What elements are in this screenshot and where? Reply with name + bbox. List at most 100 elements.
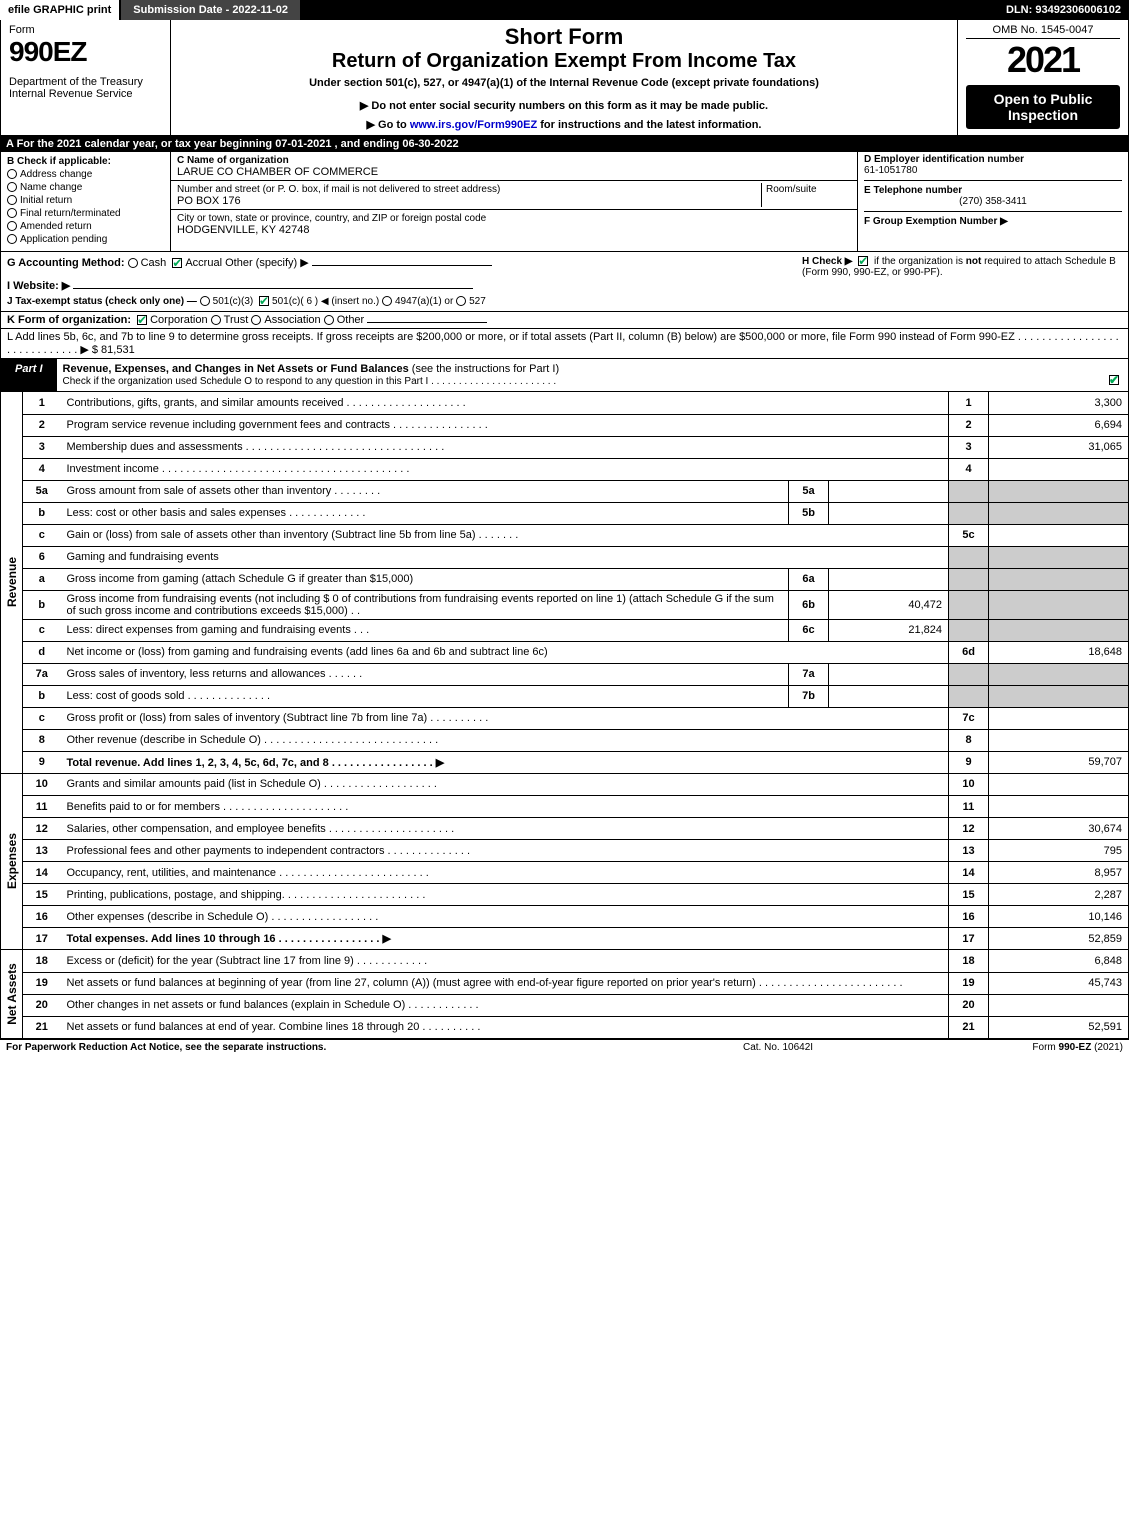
chk-address-change[interactable]: Address change bbox=[7, 169, 164, 180]
info-row: B Check if applicable: Address change Na… bbox=[0, 152, 1129, 252]
form-label: Form bbox=[9, 24, 162, 36]
chk-trust[interactable] bbox=[211, 315, 221, 325]
c-label: C Name of organization bbox=[177, 155, 289, 166]
ein: 61-1051780 bbox=[864, 165, 1122, 176]
paperwork-notice: For Paperwork Reduction Act Notice, see … bbox=[6, 1042, 743, 1053]
i-label: I Website: ▶ bbox=[7, 280, 70, 292]
line-6d: dNet income or (loss) from gaming and fu… bbox=[23, 641, 1129, 663]
line-13: 13Professional fees and other payments t… bbox=[23, 840, 1129, 862]
chk-accrual[interactable] bbox=[172, 258, 182, 268]
chk-cash[interactable] bbox=[128, 258, 138, 268]
chk-final-return[interactable]: Final return/terminated bbox=[7, 208, 164, 219]
g-label: G Accounting Method: bbox=[7, 257, 125, 269]
chk-schedule-o[interactable] bbox=[1109, 375, 1119, 385]
line-18: 18Excess or (deficit) for the year (Subt… bbox=[23, 950, 1129, 972]
irs-link[interactable]: www.irs.gov/Form990EZ bbox=[410, 119, 537, 131]
line-3: 3Membership dues and assessments . . . .… bbox=[23, 436, 1129, 458]
box-c: C Name of organization LARUE CO CHAMBER … bbox=[171, 152, 858, 251]
efile-print[interactable]: efile GRAPHIC print bbox=[0, 0, 119, 20]
line-7b: bLess: cost of goods sold . . . . . . . … bbox=[23, 685, 1129, 707]
box-de: D Employer identification number 61-1051… bbox=[858, 152, 1128, 251]
open-inspection: Open to Public Inspection bbox=[966, 85, 1120, 129]
d-label: D Employer identification number bbox=[864, 154, 1122, 165]
line-21: 21Net assets or fund balances at end of … bbox=[23, 1016, 1129, 1038]
topbar: efile GRAPHIC print Submission Date - 20… bbox=[0, 0, 1129, 20]
chk-h[interactable] bbox=[858, 256, 868, 266]
line-10: 10Grants and similar amounts paid (list … bbox=[23, 774, 1129, 796]
e-label: E Telephone number bbox=[864, 185, 1122, 196]
short-form-title: Short Form bbox=[179, 24, 949, 50]
chk-application-pending[interactable]: Application pending bbox=[7, 234, 164, 245]
netassets-table: 18Excess or (deficit) for the year (Subt… bbox=[22, 950, 1129, 1039]
netassets-vlabel: Net Assets bbox=[0, 950, 22, 1039]
subtitle: Under section 501(c), 527, or 4947(a)(1)… bbox=[179, 77, 949, 89]
expenses-table: 10Grants and similar amounts paid (list … bbox=[22, 774, 1129, 951]
url-note: ▶ Go to www.irs.gov/Form990EZ for instru… bbox=[179, 118, 949, 131]
header-right: OMB No. 1545-0047 2021 Open to Public In… bbox=[958, 20, 1128, 135]
ssn-note: ▶ Do not enter social security numbers o… bbox=[179, 99, 949, 112]
dln: DLN: 93492306006102 bbox=[998, 0, 1129, 20]
form-number: 990EZ bbox=[9, 36, 162, 68]
org-name: LARUE CO CHAMBER OF COMMERCE bbox=[177, 166, 378, 178]
line-6c: cLess: direct expenses from gaming and f… bbox=[23, 619, 1129, 641]
line-5b: bLess: cost or other basis and sales exp… bbox=[23, 502, 1129, 524]
city-label: City or town, state or province, country… bbox=[177, 213, 486, 224]
omb-number: OMB No. 1545-0047 bbox=[966, 24, 1120, 39]
line-6b: bGross income from fundraising events (n… bbox=[23, 590, 1129, 619]
line-9: 9Total revenue. Add lines 1, 2, 3, 4, 5c… bbox=[23, 751, 1129, 773]
row-k: K Form of organization: Corporation Trus… bbox=[0, 312, 1129, 329]
row-ghi: G Accounting Method: Cash Accrual Other … bbox=[0, 252, 1129, 312]
chk-association[interactable] bbox=[251, 315, 261, 325]
line-16: 16Other expenses (describe in Schedule O… bbox=[23, 906, 1129, 928]
city: HODGENVILLE, KY 42748 bbox=[177, 224, 309, 236]
header-left: Form 990EZ Department of the Treasury In… bbox=[1, 20, 171, 135]
chk-corporation[interactable] bbox=[137, 315, 147, 325]
line-2: 2Program service revenue including gover… bbox=[23, 414, 1129, 436]
line-7c: cGross profit or (loss) from sales of in… bbox=[23, 707, 1129, 729]
line-7a: 7aGross sales of inventory, less returns… bbox=[23, 663, 1129, 685]
street: PO BOX 176 bbox=[177, 195, 241, 207]
part-1-check: Check if the organization used Schedule … bbox=[63, 376, 557, 387]
j-label: J Tax-exempt status (check only one) — bbox=[7, 296, 197, 307]
chk-4947[interactable] bbox=[382, 296, 392, 306]
line-8: 8Other revenue (describe in Schedule O) … bbox=[23, 729, 1129, 751]
row-l: L Add lines 5b, 6c, and 7b to line 9 to … bbox=[0, 329, 1129, 359]
chk-name-change[interactable]: Name change bbox=[7, 182, 164, 193]
chk-other[interactable] bbox=[324, 315, 334, 325]
chk-501c3[interactable] bbox=[200, 296, 210, 306]
cat-no: Cat. No. 10642I bbox=[743, 1042, 943, 1053]
revenue-vlabel: Revenue bbox=[0, 392, 22, 774]
line-6a: aGross income from gaming (attach Schedu… bbox=[23, 568, 1129, 590]
chk-527[interactable] bbox=[456, 296, 466, 306]
line-15: 15Printing, publications, postage, and s… bbox=[23, 884, 1129, 906]
line-6: 6Gaming and fundraising events bbox=[23, 546, 1129, 568]
revenue-table: 1Contributions, gifts, grants, and simil… bbox=[22, 392, 1129, 774]
box-b: B Check if applicable: Address change Na… bbox=[1, 152, 171, 251]
line-5c: cGain or (loss) from sale of assets othe… bbox=[23, 524, 1129, 546]
expenses-vlabel: Expenses bbox=[0, 774, 22, 951]
k-label: K Form of organization: bbox=[7, 314, 131, 326]
line-20: 20Other changes in net assets or fund ba… bbox=[23, 994, 1129, 1016]
form-ref: Form 990-EZ (2021) bbox=[943, 1042, 1123, 1053]
line-11: 11Benefits paid to or for members . . . … bbox=[23, 796, 1129, 818]
part-1-title: Revenue, Expenses, and Changes in Net As… bbox=[57, 359, 1128, 391]
line-4: 4Investment income . . . . . . . . . . .… bbox=[23, 458, 1129, 480]
chk-501c[interactable] bbox=[259, 296, 269, 306]
page-footer: For Paperwork Reduction Act Notice, see … bbox=[0, 1039, 1129, 1055]
room-label: Room/suite bbox=[766, 184, 817, 195]
header-center: Short Form Return of Organization Exempt… bbox=[171, 20, 958, 135]
chk-amended-return[interactable]: Amended return bbox=[7, 221, 164, 232]
street-label: Number and street (or P. O. box, if mail… bbox=[177, 184, 500, 195]
department: Department of the Treasury Internal Reve… bbox=[9, 76, 162, 100]
submission-date: Submission Date - 2022-11-02 bbox=[119, 0, 300, 20]
box-b-header: B Check if applicable: bbox=[7, 156, 164, 167]
f-label: F Group Exemption Number ▶ bbox=[864, 216, 1008, 227]
chk-initial-return[interactable]: Initial return bbox=[7, 195, 164, 206]
line-19: 19Net assets or fund balances at beginni… bbox=[23, 972, 1129, 994]
return-title: Return of Organization Exempt From Incom… bbox=[179, 50, 949, 73]
part-1-tab: Part I bbox=[1, 359, 57, 391]
h-label: H Check ▶ bbox=[802, 256, 852, 267]
form-header: Form 990EZ Department of the Treasury In… bbox=[0, 20, 1129, 136]
line-1: 1Contributions, gifts, grants, and simil… bbox=[23, 392, 1129, 414]
tax-year: 2021 bbox=[966, 39, 1120, 81]
